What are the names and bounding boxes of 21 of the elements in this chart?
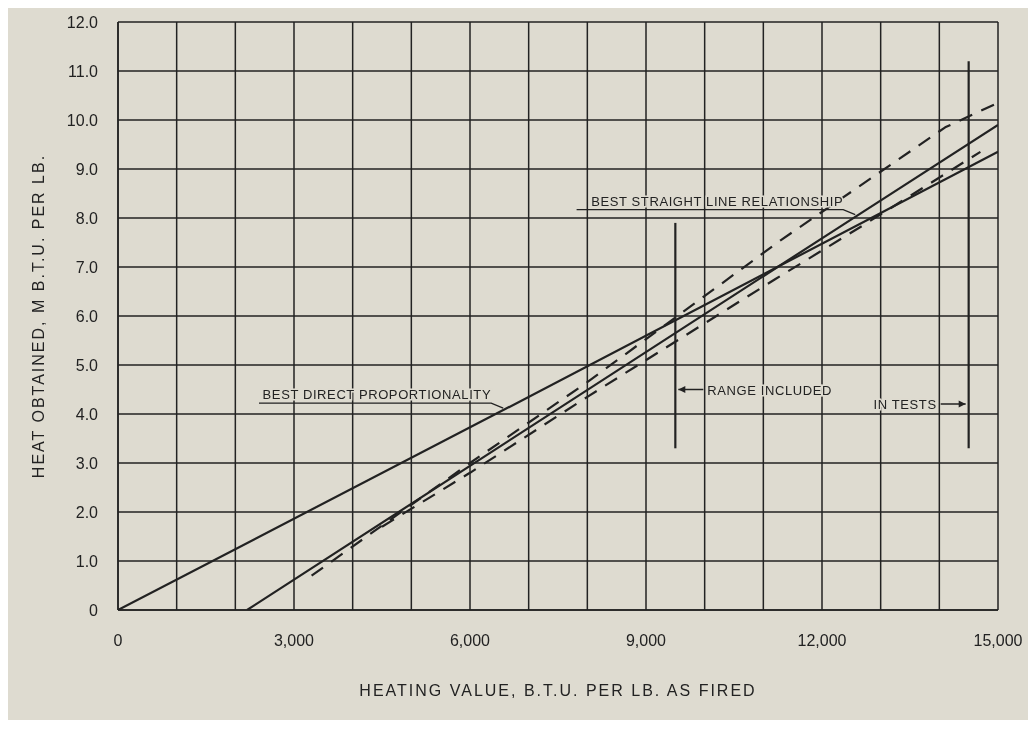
- y-tick-label: 11.0: [68, 63, 99, 80]
- y-axis-title: HEAT OBTAINED, M B.T.U. PER LB.: [29, 153, 47, 479]
- y-tick-label: 2.0: [75, 504, 99, 521]
- x-tick-label: 6,000: [449, 632, 491, 649]
- y-tick-label: 6.0: [75, 308, 99, 325]
- y-tick-label: 1.0: [75, 553, 99, 570]
- x-tick-label: 3,000: [273, 632, 315, 649]
- y-tick-label: 7.0: [75, 259, 99, 276]
- y-tick-label: 8.0: [75, 210, 99, 227]
- y-tick-label: 9.0: [75, 161, 99, 178]
- y-tick-label: 12.0: [66, 14, 99, 31]
- x-tick-label: 9,000: [625, 632, 667, 649]
- x-tick-label: 12,000: [797, 632, 847, 649]
- y-tick-label: 3.0: [75, 455, 99, 472]
- x-tick-label: 15,000: [973, 632, 1023, 649]
- y-tick-label: 10.0: [66, 112, 99, 129]
- x-tick-label: 0: [113, 632, 123, 649]
- y-tick-label: 0: [89, 602, 99, 619]
- x-axis-title: HEATING VALUE, B.T.U. PER LB. AS FIRED: [359, 682, 757, 699]
- y-tick-label: 4.0: [75, 406, 99, 423]
- y-tick-label: 5.0: [75, 357, 99, 374]
